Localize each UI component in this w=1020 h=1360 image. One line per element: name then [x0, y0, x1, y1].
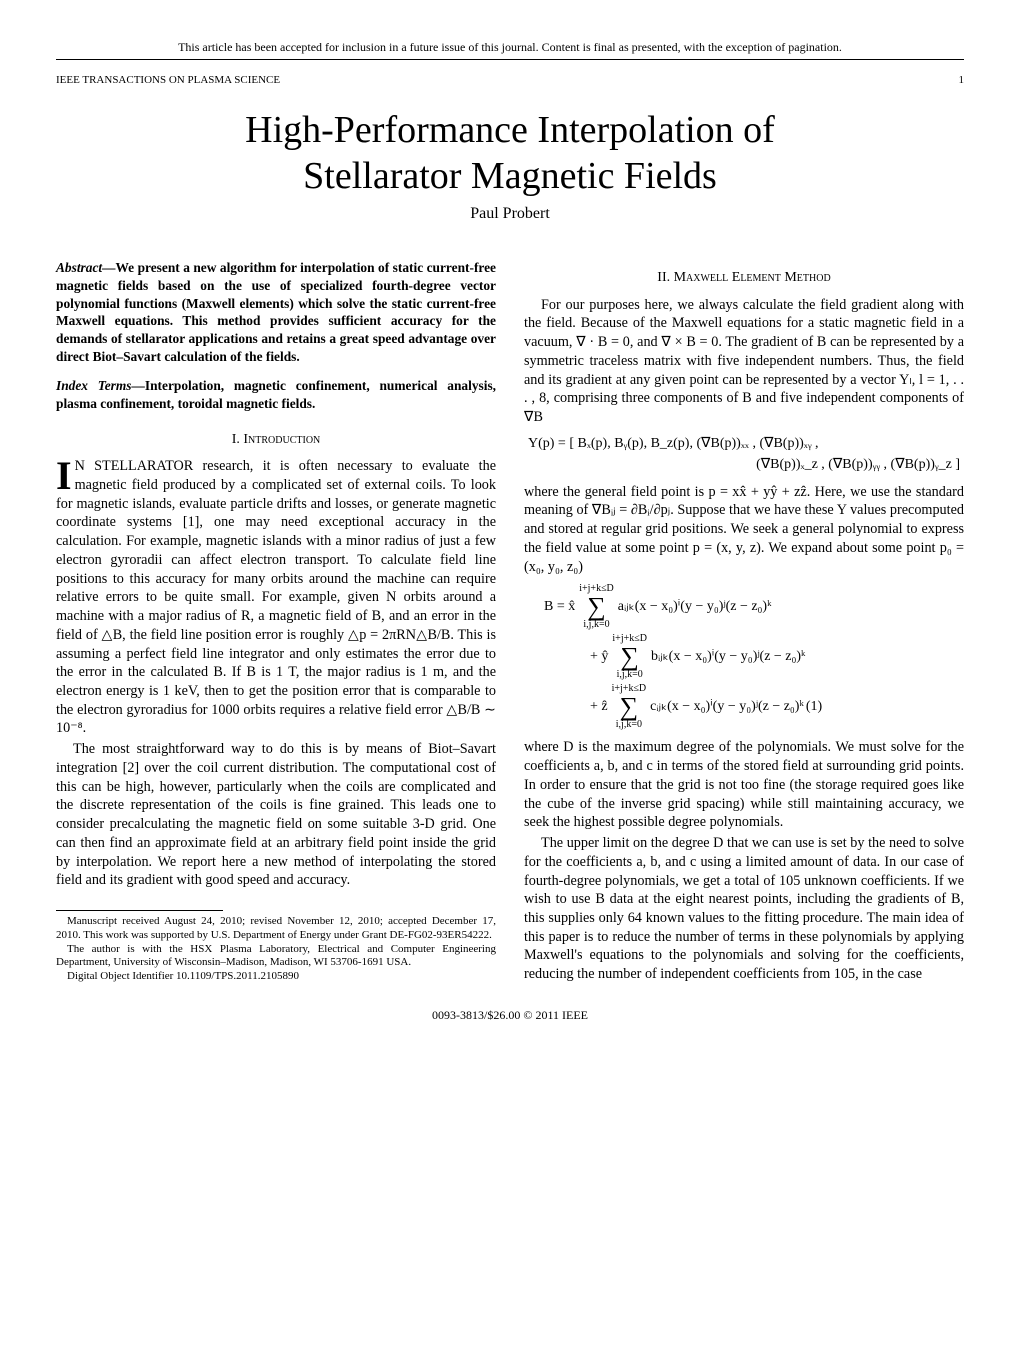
sum3-lower: i,j,k=0	[612, 720, 647, 730]
running-page-number: 1	[959, 74, 965, 86]
author: Paul Probert	[56, 205, 964, 223]
running-left: IEEE TRANSACTIONS ON PLASMA SCIENCE	[56, 74, 280, 86]
sigma-icon: ∑	[579, 594, 614, 620]
running-header: IEEE TRANSACTIONS ON PLASMA SCIENCE 1	[56, 74, 964, 86]
right-paragraph-1: For our purposes here, we always calcula…	[524, 296, 964, 427]
equation-B: B = x̂ i+j+k≤D ∑ i,j,k=0 aᵢⱼₖ(x − x₀)ⁱ(y…	[524, 584, 964, 730]
right-paragraph-2: where the general field point is p = xx̂…	[524, 483, 964, 577]
header-note: This article has been accepted for inclu…	[56, 40, 964, 55]
eq-B-line1: B = x̂ i+j+k≤D ∑ i,j,k=0 aᵢⱼₖ(x − x₀)ⁱ(y…	[544, 584, 964, 630]
sigma-icon: ∑	[612, 644, 647, 670]
sigma-icon: ∑	[612, 694, 647, 720]
eq-Y-row2: (∇B(p))ₓ_z , (∇B(p))ᵧᵧ , (∇B(p))ᵧ_z ]	[524, 456, 964, 474]
sum-symbol-1: i+j+k≤D ∑ i,j,k=0	[579, 584, 614, 630]
two-column-body: Abstract—We present a new algorithm for …	[56, 259, 964, 986]
abstract-lead: Abstract—	[56, 260, 116, 275]
dropcap: I	[56, 457, 75, 493]
title-line-2: Stellarator Magnetic Fields	[303, 155, 717, 197]
eq-B-line3: + ẑ i+j+k≤D ∑ i,j,k=0 cᵢⱼₖ(x − x₀)ⁱ(y − …	[544, 684, 964, 730]
section-1-heading: I. Introduction	[56, 431, 496, 449]
page: This article has been accepted for inclu…	[0, 0, 1020, 1053]
intro-paragraph-1: IN STELLARATOR research, it is often nec…	[56, 457, 496, 738]
eq-B-term1: aᵢⱼₖ(x − x₀)ⁱ(y − y₀)ʲ(z − z₀)ᵏ	[618, 598, 772, 616]
right-paragraph-4: The upper limit on the degree D that we …	[524, 834, 964, 984]
sum2-lower: i,j,k=0	[612, 670, 647, 680]
right-column: II. Maxwell Element Method For our purpo…	[524, 259, 964, 986]
footnote-affiliation: The author is with the HSX Plasma Labora…	[56, 943, 496, 971]
eq-B-term3: cᵢⱼₖ(x − x₀)ⁱ(y − y₀)ʲ(z − z₀)ᵏ	[650, 698, 804, 716]
title-line-1: High-Performance Interpolation of	[245, 109, 775, 151]
equation-Y: Y(p) = [ Bₓ(p), Bᵧ(p), B_z(p), (∇B(p))ₓₓ…	[524, 435, 964, 475]
eq-B-lead1: B = x̂	[544, 598, 575, 616]
left-column: Abstract—We present a new algorithm for …	[56, 259, 496, 986]
sum1-lower: i,j,k=0	[579, 620, 614, 630]
abstract-text: We present a new algorithm for interpola…	[56, 260, 496, 363]
section-2-heading: II. Maxwell Element Method	[524, 269, 964, 287]
copyright: 0093-3813/$26.00 © 2011 IEEE	[56, 1008, 964, 1023]
footnote-doi: Digital Object Identifier 10.1109/TPS.20…	[56, 970, 496, 984]
index-terms-lead: Index Terms—	[56, 378, 145, 393]
eq-number-1: (1)	[806, 698, 822, 716]
eq-Y-row1: Y(p) = [ Bₓ(p), Bᵧ(p), B_z(p), (∇B(p))ₓₓ…	[524, 435, 964, 453]
abstract: Abstract—We present a new algorithm for …	[56, 259, 496, 365]
footnote-rule	[56, 910, 223, 911]
eq-B-lead3: + ẑ	[590, 698, 608, 716]
article-title: High-Performance Interpolation of Stella…	[56, 108, 964, 199]
eq-B-term2: bᵢⱼₖ(x − x₀)ⁱ(y − y₀)ʲ(z − z₀)ᵏ	[651, 648, 806, 666]
eq-B-line2: + ŷ i+j+k≤D ∑ i,j,k=0 bᵢⱼₖ(x − x₀)ⁱ(y − …	[544, 634, 964, 680]
intro-paragraph-2: The most straightforward way to do this …	[56, 740, 496, 890]
eq-B-lead2: + ŷ	[590, 648, 608, 666]
intro-p1-text: N STELLARATOR research, it is often nece…	[56, 458, 496, 736]
footnote-manuscript: Manuscript received August 24, 2010; rev…	[56, 915, 496, 943]
sum-symbol-2: i+j+k≤D ∑ i,j,k=0	[612, 634, 647, 680]
sum-symbol-3: i+j+k≤D ∑ i,j,k=0	[612, 684, 647, 730]
index-terms: Index Terms—Interpolation, magnetic conf…	[56, 377, 496, 412]
right-paragraph-3: where D is the maximum degree of the pol…	[524, 738, 964, 832]
top-rule	[56, 59, 964, 60]
